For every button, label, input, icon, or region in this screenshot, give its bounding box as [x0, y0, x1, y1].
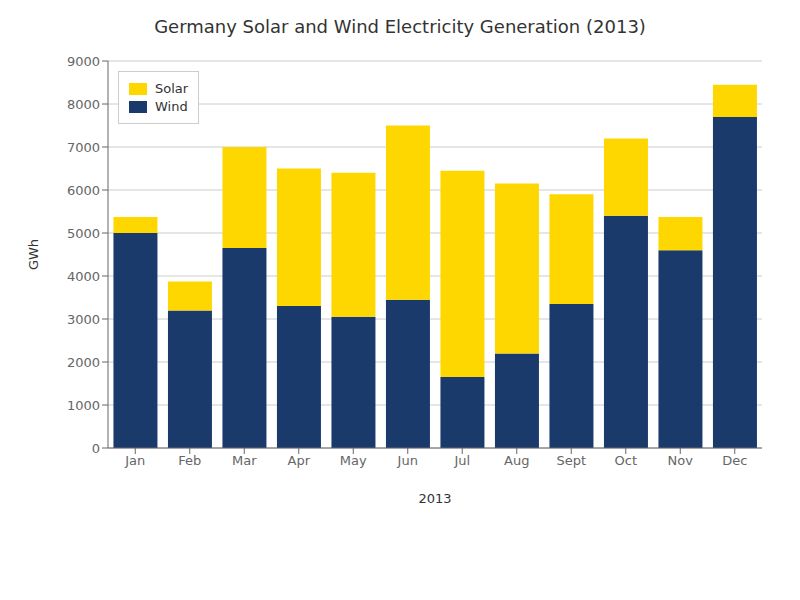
svg-text:Mar: Mar — [232, 453, 257, 468]
svg-text:Oct: Oct — [615, 453, 637, 468]
svg-text:2013: 2013 — [418, 491, 451, 506]
svg-text:4000: 4000 — [67, 269, 100, 284]
svg-text:5000: 5000 — [67, 226, 100, 241]
svg-text:Jan: Jan — [124, 453, 145, 468]
svg-text:Feb: Feb — [178, 453, 201, 468]
svg-text:Apr: Apr — [288, 453, 311, 468]
html-text:Solar: Solar — [155, 81, 189, 96]
svg-text:Jul: Jul — [453, 453, 470, 468]
svg-text:May: May — [340, 453, 367, 468]
svg-text:8000: 8000 — [67, 97, 100, 112]
svg-text:GWh: GWh — [26, 239, 41, 270]
svg-text:Sept: Sept — [556, 453, 586, 468]
svg-text:Aug: Aug — [504, 453, 529, 468]
html-text:Germany Solar and Wind Electri: Germany Solar and Wind Electricity Gener… — [154, 16, 646, 37]
svg-text:9000: 9000 — [67, 54, 100, 69]
svg-text:Jun: Jun — [397, 453, 418, 468]
svg-text:Dec: Dec — [722, 453, 747, 468]
svg-text:7000: 7000 — [67, 140, 100, 155]
svg-text:3000: 3000 — [67, 312, 100, 327]
svg-text:6000: 6000 — [67, 183, 100, 198]
svg-text:0: 0 — [92, 441, 100, 456]
svg-text:1000: 1000 — [67, 398, 100, 413]
html-text:Wind: Wind — [155, 99, 188, 114]
svg-text:Nov: Nov — [668, 453, 694, 468]
svg-text:2000: 2000 — [67, 355, 100, 370]
